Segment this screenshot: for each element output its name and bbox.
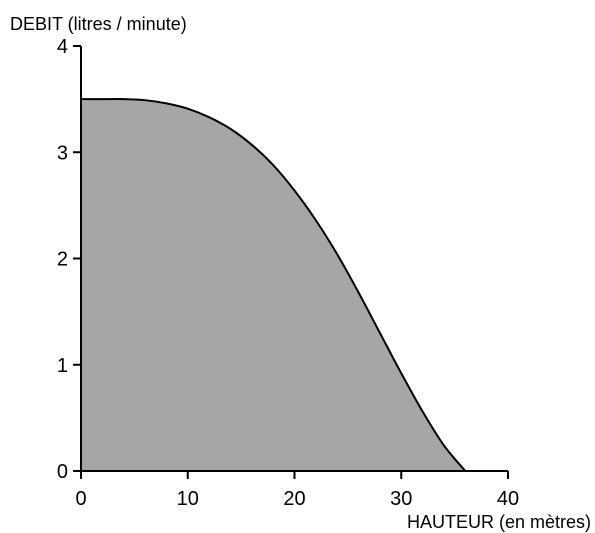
x-axis-label: HAUTEUR (en mètres) (407, 512, 591, 532)
y-axis-label: DEBIT (litres / minute) (10, 14, 187, 34)
y-tick-label: 0 (57, 461, 68, 483)
x-tick-label: 10 (177, 488, 199, 510)
y-axis-ticks: 0 1 2 3 4 (57, 36, 81, 483)
x-axis-ticks: 0 10 20 30 40 (75, 471, 519, 510)
series-line (81, 98, 467, 472)
y-tick-label: 2 (57, 249, 68, 271)
x-tick-label: 30 (390, 488, 412, 510)
y-tick-label: 3 (57, 142, 68, 164)
y-tick-label: 4 (57, 36, 68, 58)
x-tick-label: 20 (283, 488, 305, 510)
y-tick-label: 1 (57, 355, 68, 377)
x-tick-label: 0 (75, 488, 86, 510)
plot-area (81, 98, 467, 472)
x-tick-label: 40 (497, 488, 519, 510)
series-area (81, 99, 466, 472)
